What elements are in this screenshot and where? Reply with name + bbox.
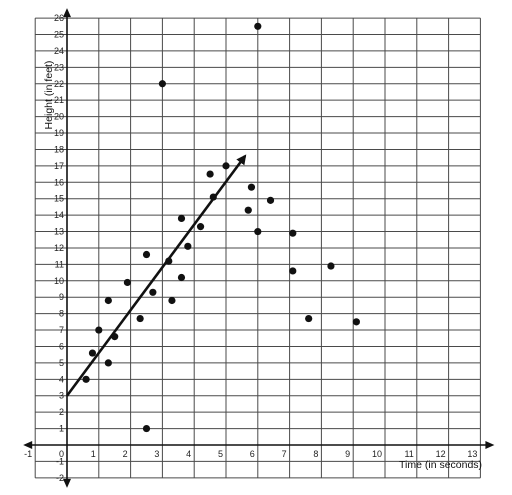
data-point xyxy=(111,333,119,341)
y-tick-label: 17 xyxy=(54,161,64,171)
data-point xyxy=(196,223,205,231)
tick-labels: -1 0 1 2 3 4 5 6 7 8 9 10 11 12 13-2-11234567891011121… xyxy=(24,13,477,483)
y-tick-label: 11 xyxy=(55,259,64,269)
data-point xyxy=(165,257,173,265)
data-point xyxy=(177,214,186,223)
data-point xyxy=(244,206,252,214)
y-tick-label: 4 xyxy=(59,374,64,384)
y-tick-label: 25 xyxy=(54,30,64,40)
data-points xyxy=(82,22,360,433)
trend-line-group xyxy=(65,154,247,397)
y-tick-label: 8 xyxy=(59,309,64,319)
data-point xyxy=(177,273,186,282)
data-point xyxy=(158,80,166,88)
y-tick-label: 12 xyxy=(54,243,64,253)
x-axis-title: Time (in seconds) xyxy=(399,459,482,471)
y-tick-label: 14 xyxy=(54,210,64,220)
data-point xyxy=(136,314,144,323)
y-tick-label: -1 xyxy=(56,456,64,466)
y-tick-label: 1 xyxy=(59,424,64,434)
data-point xyxy=(206,170,214,178)
y-axis-title: Height (in feet) xyxy=(43,61,55,130)
data-point xyxy=(352,318,360,326)
y-tick-label: -2 xyxy=(56,473,64,483)
x-axis-arrow-right xyxy=(485,441,495,449)
x-tick-label: 13 xyxy=(467,449,477,459)
data-point xyxy=(88,349,97,357)
data-point xyxy=(209,193,217,201)
x-axis-arrow-left xyxy=(23,441,33,449)
y-tick-label: 13 xyxy=(54,227,64,237)
y-tick-label: 26 xyxy=(54,13,64,23)
x-tick-label: 5 xyxy=(218,449,223,459)
data-point xyxy=(104,296,112,305)
x-tick-label: 11 xyxy=(404,449,413,459)
x-tick-label: 0 xyxy=(59,449,64,459)
y-tick-label: 24 xyxy=(54,46,64,56)
data-point xyxy=(247,183,256,191)
y-tick-label: 20 xyxy=(54,112,64,122)
data-point xyxy=(289,229,297,237)
y-tick-label: 18 xyxy=(54,144,64,154)
y-tick-label: 2 xyxy=(59,407,64,417)
y-tick-label: 6 xyxy=(59,341,64,351)
data-point xyxy=(254,227,262,236)
y-tick-label: 3 xyxy=(59,391,64,401)
data-point xyxy=(82,375,90,383)
y-tick-label: 16 xyxy=(54,177,64,187)
y-tick-label: 23 xyxy=(54,62,64,72)
y-tick-label: 22 xyxy=(54,79,64,89)
x-tick-label: 12 xyxy=(436,449,446,459)
data-point xyxy=(254,22,262,30)
axes xyxy=(23,8,495,488)
data-point xyxy=(149,288,157,296)
x-tick-label: 6 xyxy=(250,449,255,459)
y-tick-label: 5 xyxy=(59,358,64,368)
data-point xyxy=(222,162,230,170)
x-tick-label: 9 xyxy=(345,449,350,459)
x-tick-label: 4 xyxy=(186,449,191,459)
x-tick-label: 2 xyxy=(123,449,128,459)
x-tick-label: 1 xyxy=(91,449,96,459)
y-tick-label: 7 xyxy=(59,325,64,335)
trend-line xyxy=(65,154,247,397)
data-point xyxy=(184,242,192,250)
y-tick-label: 19 xyxy=(54,128,64,138)
y-axis-arrow-bottom xyxy=(63,478,71,488)
data-point xyxy=(142,424,151,433)
x-tick-label: -1 xyxy=(24,449,32,459)
x-tick-label: 3 xyxy=(154,449,159,459)
data-point xyxy=(142,250,151,259)
y-tick-label: 10 xyxy=(54,276,64,286)
y-tick-label: 9 xyxy=(59,292,64,302)
data-point xyxy=(104,359,112,367)
x-tick-label: 10 xyxy=(372,449,382,459)
data-point xyxy=(266,196,275,204)
y-tick-label: 15 xyxy=(54,194,64,204)
grid xyxy=(34,17,481,479)
y-axis-arrow-top xyxy=(63,8,71,18)
data-point xyxy=(123,278,132,287)
data-point xyxy=(95,326,103,334)
data-point xyxy=(168,296,176,305)
data-point xyxy=(305,314,313,323)
data-point xyxy=(289,267,297,275)
data-point xyxy=(327,262,335,270)
x-tick-label: 7 xyxy=(282,449,287,459)
y-tick-label: 21 xyxy=(54,95,64,105)
x-tick-label: 8 xyxy=(313,449,318,459)
